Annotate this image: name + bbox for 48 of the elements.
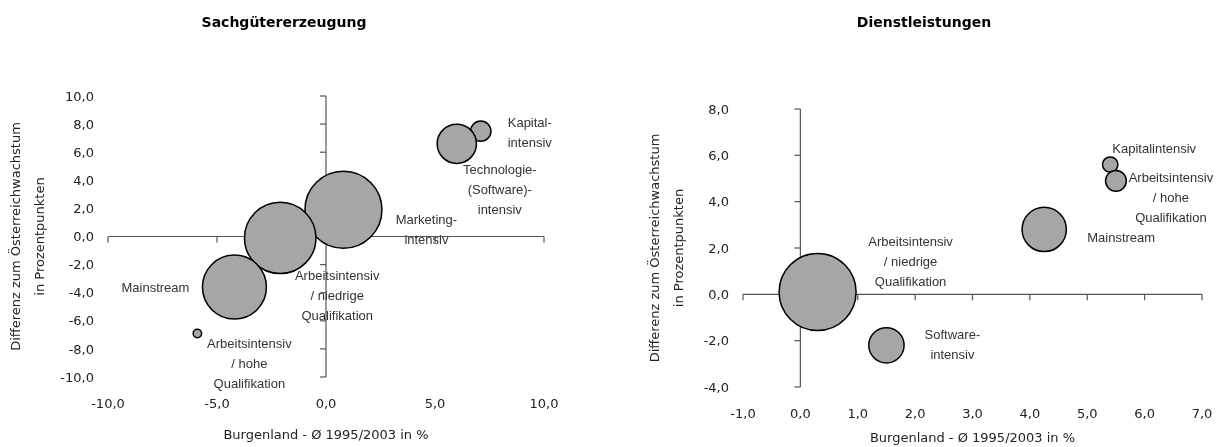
series-label: Arbeitsintensiv / niedrige Qualifikation [294, 267, 380, 323]
y-tick-label: -4,0 [68, 285, 94, 301]
y-tick-label: -6,0 [68, 313, 94, 329]
x-tick-label: -10,0 [91, 396, 125, 412]
y-axis-title: Differenz zum Österreichwachstum in Prozentpunkten [646, 133, 686, 363]
y-tick-label: 6,0 [708, 147, 729, 163]
x-tick-label: 1,0 [847, 406, 869, 422]
series-label: Mainstream [121, 279, 190, 295]
y-tick-label: 4,0 [73, 172, 94, 188]
y-tick-label: 10,0 [65, 88, 94, 104]
x-tick-label: 5,0 [424, 396, 446, 412]
y-tick-label: -2,0 [703, 333, 729, 349]
x-tick-label: -1,0 [730, 406, 756, 422]
series-label: Software- intensiv [924, 326, 981, 362]
x-tick-label: 0,0 [315, 396, 337, 412]
x-tick-label: 7,0 [1191, 406, 1213, 422]
y-tick-label: 6,0 [73, 144, 94, 160]
series-label: Arbeitsintensiv / hohe Qualifikation [1128, 169, 1214, 225]
x-tick-label: 3,0 [962, 406, 983, 422]
x-tick-label: 6,0 [1134, 406, 1155, 422]
x-tick-label: -5,0 [204, 396, 230, 412]
y-tick-label: 2,0 [73, 201, 94, 217]
series-label: Kapitalintensiv [1112, 140, 1197, 156]
y-tick-label: -4,0 [703, 379, 729, 395]
y-tick-label: 8,0 [73, 116, 94, 132]
x-tick-label: 5,0 [1076, 406, 1098, 422]
x-tick-label: 2,0 [904, 406, 926, 422]
chart-title: Sachgütererzeugung [200, 14, 368, 30]
y-tick-label: 2,0 [708, 240, 729, 256]
x-tick-label: 10,0 [529, 396, 559, 412]
y-tick-label: 4,0 [708, 194, 729, 210]
x-axis-title: Burgenland - Ø 1995/2003 in % [869, 430, 1076, 445]
series-label: Kapital- intensiv [507, 114, 553, 150]
series-label: Arbeitsintensiv / niedrige Qualifikation [868, 233, 954, 289]
series-label: Technologie- (Software)- intensiv [462, 161, 537, 217]
y-tick-label: -10,0 [60, 369, 94, 385]
x-tick-label: 4,0 [1019, 406, 1041, 422]
y-tick-label: -2,0 [68, 257, 94, 273]
chart-title: Dienstleistungen [855, 14, 993, 30]
x-axis-title: Burgenland - Ø 1995/2003 in % [223, 427, 429, 442]
y-tick-label: 0,0 [708, 286, 729, 302]
y-tick-label: 0,0 [73, 229, 94, 245]
y-axis-title: Differenz zum Österreichwachstum in Prozentpunkten [7, 122, 47, 351]
series-label: Arbeitsintensiv / hohe Qualifikation [207, 335, 293, 391]
y-tick-label: -8,0 [68, 341, 94, 357]
x-tick-label: 0,0 [790, 406, 811, 422]
y-tick-label: 8,0 [708, 101, 729, 117]
series-label: Mainstream [1087, 229, 1156, 245]
